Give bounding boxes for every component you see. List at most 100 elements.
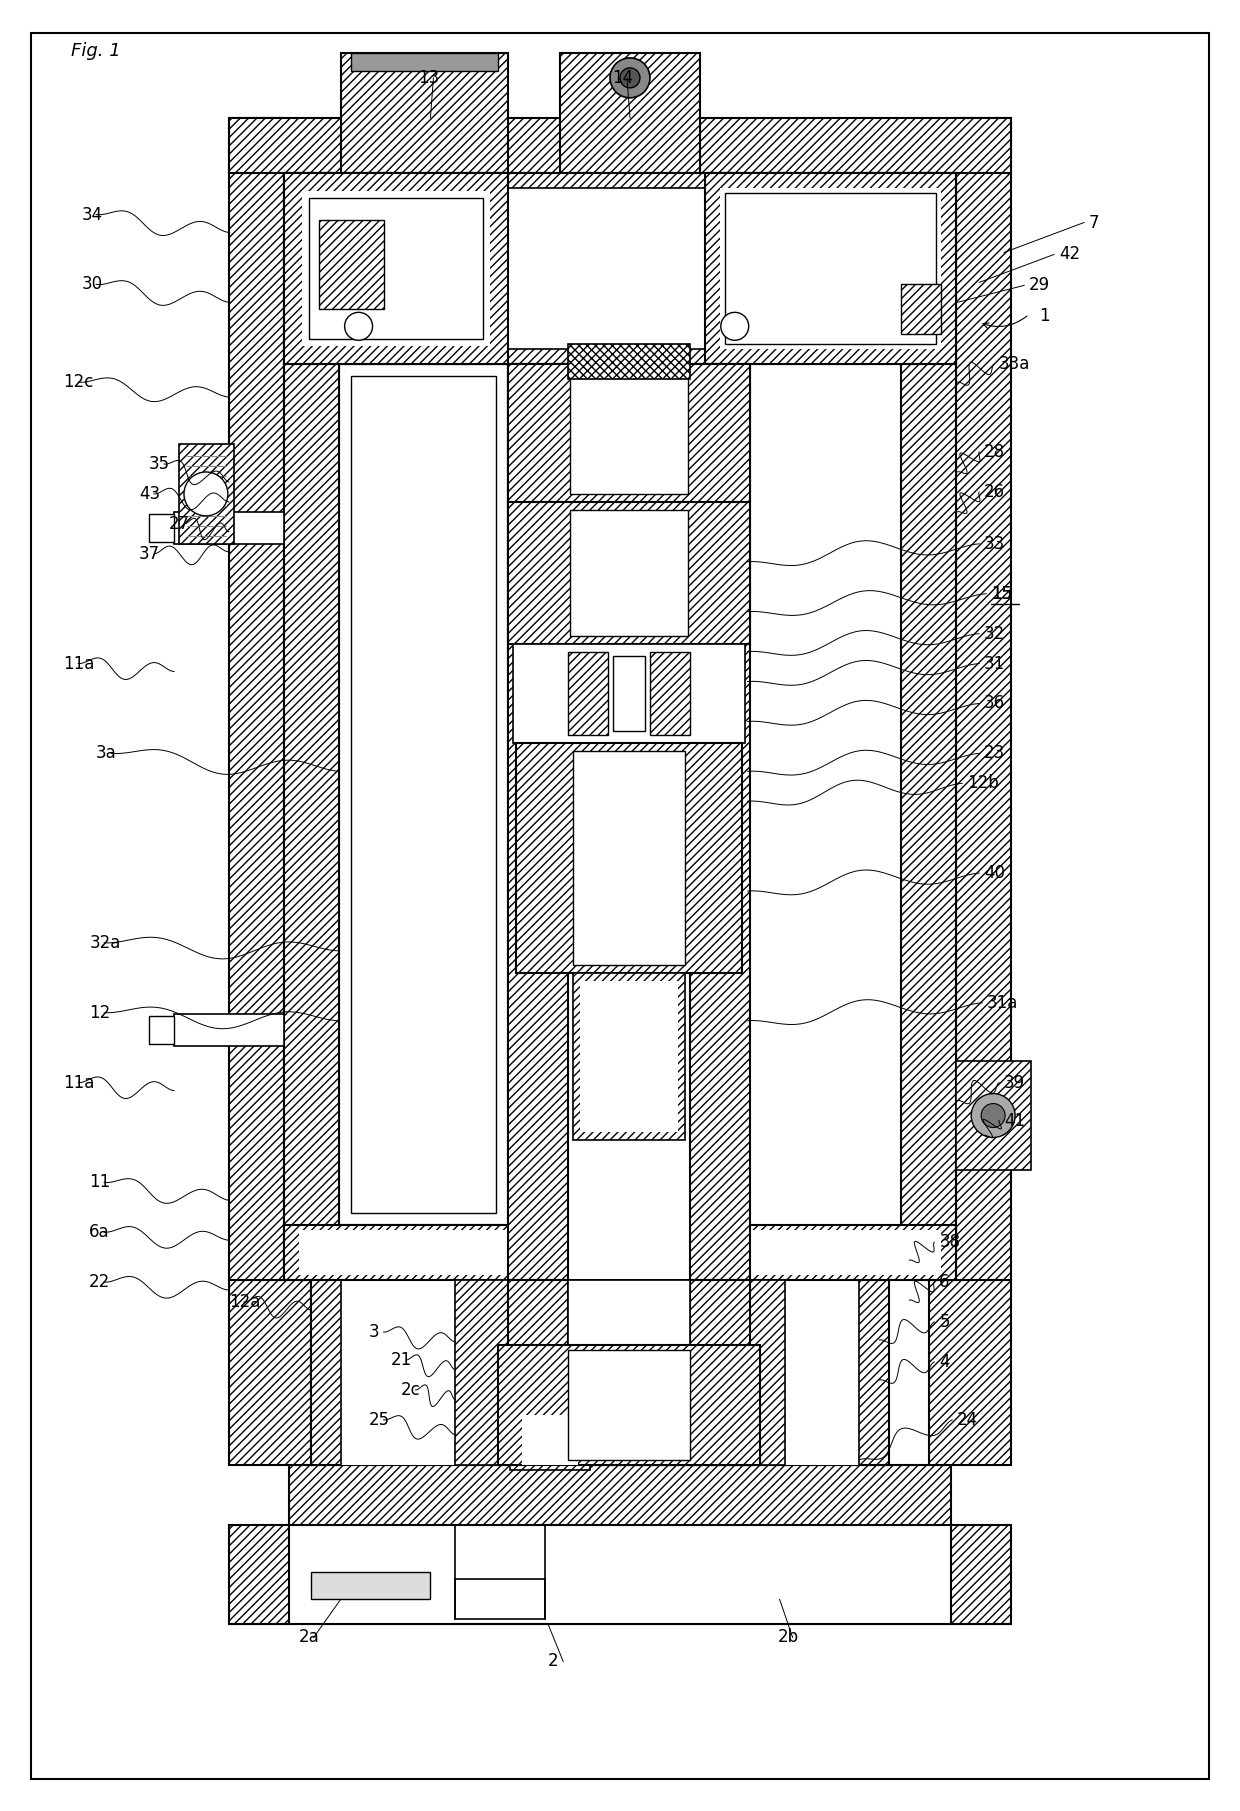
Text: 30: 30 <box>81 275 103 293</box>
Text: 31a: 31a <box>987 994 1018 1012</box>
Bar <box>704 172 956 364</box>
Bar <box>929 1280 1011 1465</box>
Text: 33a: 33a <box>999 355 1030 373</box>
Bar <box>351 377 496 1213</box>
Circle shape <box>345 311 372 340</box>
Text: 3: 3 <box>368 1324 379 1340</box>
Circle shape <box>971 1094 1016 1137</box>
Text: 21: 21 <box>391 1351 412 1369</box>
Bar <box>573 752 684 965</box>
Bar <box>956 1061 1032 1170</box>
Bar <box>284 364 339 1230</box>
Text: 15: 15 <box>991 585 1012 603</box>
Text: 38: 38 <box>939 1233 961 1251</box>
Text: 7: 7 <box>1089 214 1100 232</box>
Text: 37: 37 <box>139 545 160 563</box>
Bar <box>229 1280 311 1465</box>
Bar <box>508 364 750 502</box>
Bar <box>284 172 956 364</box>
Bar <box>689 1280 750 1465</box>
Text: 29: 29 <box>1029 277 1050 295</box>
Polygon shape <box>174 513 284 543</box>
Text: 11a: 11a <box>63 654 94 672</box>
Text: 13: 13 <box>418 69 440 87</box>
Text: 40: 40 <box>985 864 1006 882</box>
Bar <box>179 444 234 543</box>
Bar <box>513 643 745 743</box>
Circle shape <box>981 1103 1006 1128</box>
Bar <box>229 118 1011 172</box>
Bar <box>510 1414 590 1471</box>
Bar <box>508 364 568 1280</box>
Bar <box>455 1280 510 1465</box>
Bar <box>573 973 684 1141</box>
Bar <box>568 1349 689 1460</box>
Bar <box>299 1230 941 1275</box>
Bar <box>568 652 608 735</box>
Text: 31: 31 <box>985 654 1006 672</box>
Text: 27: 27 <box>169 514 190 532</box>
Circle shape <box>184 473 228 516</box>
Text: 2b: 2b <box>777 1628 799 1646</box>
Bar <box>570 511 688 636</box>
Text: 4: 4 <box>939 1353 950 1371</box>
Bar <box>510 1280 730 1465</box>
Text: 12b: 12b <box>967 775 999 791</box>
Bar <box>956 118 1011 1280</box>
Bar <box>299 188 941 350</box>
Text: 36: 36 <box>985 694 1006 712</box>
Bar <box>516 743 742 973</box>
Bar <box>309 197 484 339</box>
Bar <box>508 1280 568 1465</box>
Text: 12a: 12a <box>229 1293 260 1311</box>
Bar <box>570 373 688 494</box>
Text: 14: 14 <box>613 69 634 87</box>
Bar <box>341 53 508 172</box>
Bar <box>568 1349 689 1460</box>
Text: 35: 35 <box>149 455 170 473</box>
Text: 12: 12 <box>89 1003 110 1021</box>
Bar <box>149 1016 174 1043</box>
Bar <box>901 364 956 1230</box>
Text: 42: 42 <box>1059 246 1080 263</box>
Text: 24: 24 <box>957 1411 978 1429</box>
Bar <box>570 511 688 636</box>
Polygon shape <box>174 1014 284 1045</box>
Bar <box>341 1280 859 1465</box>
Bar <box>568 1280 689 1465</box>
Text: 5: 5 <box>939 1313 950 1331</box>
Circle shape <box>620 67 640 89</box>
Bar <box>289 1525 951 1624</box>
Bar <box>580 982 678 1132</box>
Bar <box>522 1414 578 1465</box>
Text: Fig. 1: Fig. 1 <box>71 42 122 60</box>
Text: 12c: 12c <box>63 373 94 391</box>
Text: 2c: 2c <box>401 1382 420 1398</box>
Bar <box>568 344 689 378</box>
Bar <box>508 502 750 643</box>
Text: 25: 25 <box>368 1411 389 1429</box>
Text: 33: 33 <box>985 534 1006 552</box>
Bar <box>301 190 490 346</box>
Bar <box>311 1572 430 1599</box>
Text: 6a: 6a <box>89 1222 110 1241</box>
Bar <box>730 1280 785 1465</box>
Text: 39: 39 <box>1004 1074 1025 1092</box>
Bar <box>284 172 508 364</box>
Text: 6: 6 <box>939 1273 950 1291</box>
Text: 26: 26 <box>985 484 1006 502</box>
Bar <box>351 53 498 71</box>
Bar <box>229 118 284 1280</box>
Text: 15: 15 <box>991 585 1012 603</box>
Bar <box>568 364 689 1280</box>
Text: 41: 41 <box>1004 1112 1025 1130</box>
Circle shape <box>610 58 650 98</box>
Bar <box>719 188 941 350</box>
Text: 23: 23 <box>985 744 1006 762</box>
Text: 32a: 32a <box>89 934 120 953</box>
Bar <box>319 219 383 310</box>
Text: 3a: 3a <box>97 744 117 762</box>
Text: 1: 1 <box>1039 308 1050 326</box>
Bar <box>650 652 689 735</box>
Bar <box>613 656 645 732</box>
